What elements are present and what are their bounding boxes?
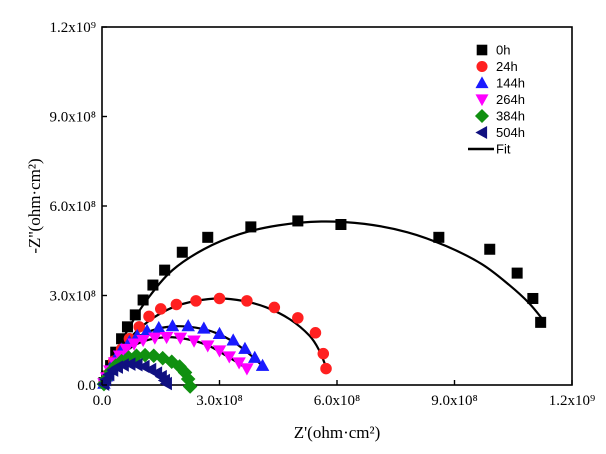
data-point [187,335,201,348]
data-point [484,243,496,255]
data-point [527,292,539,304]
legend-item: 144h [475,76,525,91]
x-tick-label: 0.0 [93,393,112,409]
y-axis-label: -Z''(ohm·cm²) [25,158,44,253]
y-tick-label: 3.0x10⁸ [50,289,96,305]
data-point [159,331,174,345]
data-point [197,321,211,334]
data-point [119,343,134,357]
legend-marker [475,76,489,89]
legend-item: 0h [476,43,510,58]
series-504h [97,357,172,391]
data-point [176,246,188,258]
y-tick-label: 9.0x10⁸ [50,110,96,126]
x-tick-label: 1.2x10⁹ [549,393,595,409]
data-point [159,264,171,276]
data-point [181,319,195,332]
legend-label: 384h [496,109,525,124]
legend-marker [474,108,490,124]
legend-marker [476,60,488,73]
y-tick-label: 1.2x10⁹ [50,20,96,36]
legend-item: 24h [476,59,518,74]
data-point [222,351,237,364]
data-point [255,358,270,371]
legend-marker [475,94,489,107]
data-point [147,279,159,291]
data-point [127,338,141,351]
data-point [143,310,155,323]
legend-marker [476,44,488,56]
data-point [154,303,167,315]
data-point [248,350,262,363]
data-point [226,333,240,346]
x-tick-label: 9.0x10⁸ [431,393,477,409]
data-point [170,298,183,311]
data-point [165,319,180,332]
data-point [245,221,257,233]
data-point [212,326,227,339]
legend-label: 24h [496,59,518,74]
data-point [535,316,547,328]
data-point [317,347,330,360]
data-point [433,231,445,243]
axis-ticks: 0.0 3.0x10⁸ 6.0x10⁸ 9.0x10⁸ 1.2x10⁹ 0.0 3.0x10… [50,20,596,409]
data-point [133,321,145,333]
data-point [159,376,172,391]
legend-item: 504h [475,125,525,140]
data-point [137,294,149,306]
legend-item: 264h [475,92,525,107]
legend-label: Fit [496,142,511,157]
data-point [309,327,322,339]
data-point [292,215,304,227]
data-point [320,362,332,375]
data-point [136,334,150,348]
data-point [511,267,523,279]
data-point [335,218,347,230]
legend-marker [475,125,488,140]
legend-label: 264h [496,92,525,107]
data-point [268,301,281,314]
legend-label: 144h [496,76,525,91]
x-tick-label: 3.0x10⁸ [196,393,242,409]
data-point [202,231,214,243]
data-points [96,215,547,394]
y-tick-label: 0.0 [77,378,96,394]
data-point [190,295,202,307]
data-point [213,292,226,305]
data-point [238,341,252,354]
x-tick-label: 6.0x10⁸ [314,393,360,409]
data-point [182,379,198,394]
legend-item-fit: Fit [468,142,511,157]
data-point [121,321,133,333]
data-point [292,312,304,324]
data-point [212,345,227,358]
legend-label: 504h [496,125,525,140]
legend-item: 384h [474,108,525,124]
data-point [232,357,246,370]
legend-label: 0h [496,43,510,58]
y-tick-label: 6.0x10⁸ [50,199,96,215]
data-point [148,332,162,345]
data-point [241,295,253,307]
data-point [129,309,141,321]
data-point [201,340,215,353]
x-axis-label: Z'(ohm·cm²) [294,423,381,442]
data-point [173,332,188,345]
data-point [240,363,254,376]
